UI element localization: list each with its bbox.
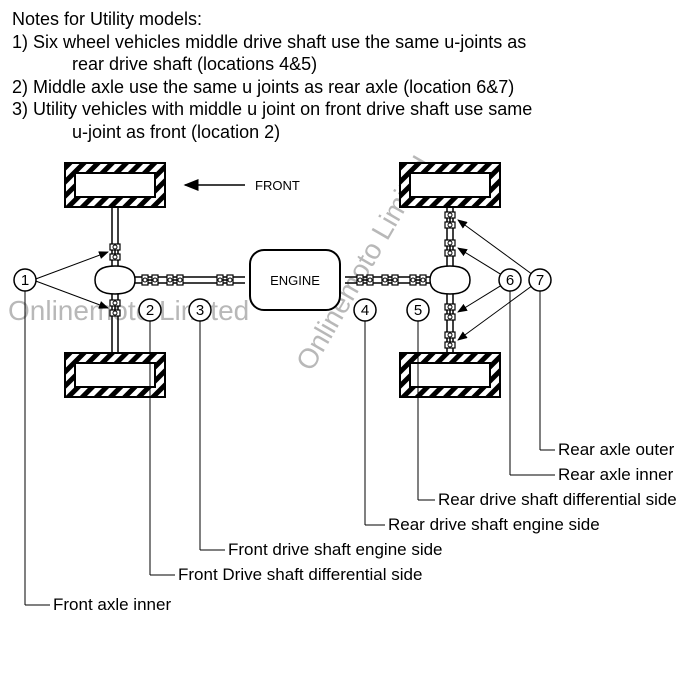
front-label: FRONT	[255, 178, 300, 193]
note-1a: 1) Six wheel vehicles middle drive shaft…	[12, 31, 532, 54]
note-3a: 3) Utility vehicles with middle u joint …	[12, 98, 532, 121]
front-wheel-top	[65, 163, 165, 207]
engine-label: ENGINE	[270, 273, 320, 288]
callout-4: 4	[354, 299, 376, 321]
callout-5: 5	[407, 299, 429, 321]
drivetrain-diagram: ENGINE FRONT 1 2 3 4 5 6 7	[0, 150, 700, 700]
label-rear-ds-engine: Rear drive shaft engine side	[388, 515, 600, 534]
note-1b: rear drive shaft (locations 4&5)	[12, 53, 532, 76]
front-differential	[95, 266, 135, 294]
note-2: 2) Middle axle use the same u joints as …	[12, 76, 532, 99]
svg-text:7: 7	[536, 272, 544, 289]
callout-3: 3	[189, 299, 211, 321]
label-front-ds-diff: Front Drive shaft differential side	[178, 565, 422, 584]
rear-wheel-bottom	[400, 353, 500, 397]
callout-6: 6	[499, 269, 521, 291]
label-rear-axle-outer: Rear axle outer	[558, 440, 675, 459]
label-rear-ds-diff: Rear drive shaft differential side	[438, 490, 677, 509]
svg-text:4: 4	[361, 302, 369, 319]
svg-text:5: 5	[414, 302, 422, 319]
svg-text:3: 3	[196, 302, 204, 319]
callout-1: 1	[14, 269, 36, 291]
svg-text:2: 2	[146, 302, 154, 319]
label-front-axle-inner: Front axle inner	[53, 595, 171, 614]
rear-wheel-top	[400, 163, 500, 207]
rear-differential	[430, 266, 470, 294]
notes-block: Notes for Utility models: 1) Six wheel v…	[12, 8, 532, 143]
callout-7: 7	[529, 269, 551, 291]
notes-title: Notes for Utility models:	[12, 8, 532, 31]
label-front-ds-engine: Front drive shaft engine side	[228, 540, 443, 559]
svg-text:6: 6	[506, 272, 514, 289]
svg-text:1: 1	[21, 272, 29, 289]
callout-2: 2	[139, 299, 161, 321]
note-3b: u-joint as front (location 2)	[12, 121, 532, 144]
label-rear-axle-inner: Rear axle inner	[558, 465, 674, 484]
